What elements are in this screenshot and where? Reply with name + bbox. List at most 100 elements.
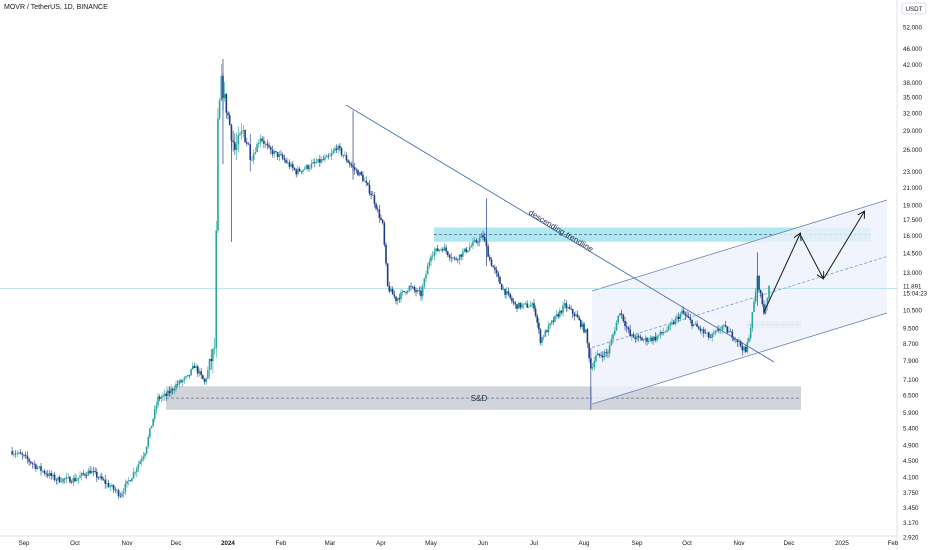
- candle-body: [170, 388, 172, 394]
- candlestick: [251, 156, 253, 162]
- candle-body: [114, 489, 117, 491]
- candle-body: [213, 348, 216, 350]
- candlestick: [562, 301, 564, 317]
- candle-body: [529, 305, 532, 308]
- candlestick: [542, 334, 545, 341]
- price-tick-label: 35.000: [903, 94, 922, 101]
- candlestick: [96, 468, 98, 483]
- candle-body: [593, 361, 596, 368]
- candle-body: [320, 159, 323, 163]
- candlestick: [428, 257, 431, 269]
- price-tick-label: 32.000: [903, 110, 922, 117]
- candle-body: [388, 286, 391, 292]
- candlestick: [197, 364, 199, 378]
- candlestick: [694, 321, 697, 325]
- candlestick: [754, 287, 757, 304]
- candle-body: [261, 138, 263, 141]
- price-tick-label: 19.000: [903, 203, 922, 210]
- price-tick-label: 4.500: [903, 458, 919, 465]
- candlestick: [217, 107, 219, 234]
- candlestick: [58, 475, 61, 483]
- candle-body: [475, 240, 478, 243]
- candle-body: [234, 142, 236, 150]
- candlestick: [487, 243, 489, 257]
- candlestick: [160, 394, 163, 403]
- candle-body: [132, 472, 135, 479]
- candle-body: [101, 476, 103, 480]
- candlestick: [416, 288, 419, 294]
- candle-body: [709, 337, 712, 338]
- candle-body: [659, 331, 662, 336]
- candlestick: [529, 300, 532, 308]
- candle-body: [144, 453, 146, 457]
- candle-body: [632, 334, 635, 338]
- candle-body: [72, 477, 75, 483]
- candle-body: [298, 168, 301, 172]
- candle-body: [79, 475, 81, 478]
- current-price-tag: 11.891 15:04:23: [898, 282, 930, 298]
- price-tick-label: 2.920: [903, 534, 919, 541]
- candlestick: [536, 313, 539, 328]
- candlestick: [234, 133, 236, 155]
- candlestick: [271, 145, 274, 158]
- candle-body: [340, 148, 343, 155]
- time-tick-label: 2025: [835, 540, 849, 547]
- candlestick: [583, 321, 585, 334]
- candlestick: [642, 338, 645, 343]
- price-tick-label: 10.500: [903, 308, 922, 315]
- candle-body: [119, 496, 122, 497]
- candle-body: [358, 172, 361, 176]
- candle-body: [286, 162, 289, 163]
- candle-body: [699, 328, 702, 331]
- candlestick: [622, 314, 625, 323]
- candle-body: [468, 247, 471, 251]
- candle-body: [31, 463, 34, 464]
- candle-body: [457, 259, 459, 261]
- candlestick: [337, 144, 340, 154]
- time-axis[interactable]: Sep Oct Nov Dec 2024 Feb Mar Apr May Jun Jul Aug Sep…: [18, 540, 898, 547]
- candle-body: [163, 393, 166, 396]
- candle-body: [425, 274, 427, 279]
- zones-layer: [166, 227, 871, 410]
- candlestick: [137, 460, 140, 473]
- candle-body: [122, 491, 125, 494]
- candle-body: [562, 305, 564, 313]
- candle-body: [581, 323, 584, 328]
- candle-body: [666, 330, 668, 332]
- currency-badge[interactable]: [901, 2, 927, 15]
- candle-body: [677, 316, 680, 320]
- candlestick: [132, 467, 135, 480]
- price-axis[interactable]: 52.000 46.000 42.000 38.000 35.000 32.000 29.0…: [903, 24, 922, 541]
- time-tick-label: Oct: [70, 540, 80, 547]
- candlestick: [517, 301, 520, 309]
- candlestick: [288, 159, 291, 170]
- candlestick: [45, 470, 47, 478]
- candlestick: [457, 258, 459, 264]
- candle-body: [400, 292, 402, 300]
- candle-body: [193, 365, 196, 369]
- candle-body: [563, 303, 566, 306]
- candle-body: [605, 351, 608, 353]
- candle-body: [759, 289, 762, 294]
- candlestick: [654, 332, 657, 343]
- time-tick-label: Jun: [478, 540, 489, 547]
- candle-body: [345, 155, 348, 161]
- candle-body: [367, 182, 369, 185]
- time-tick-label: Dec: [170, 540, 181, 547]
- candle-body: [106, 483, 108, 484]
- price-tick-label: 4.100: [903, 474, 919, 481]
- candlestick: [367, 182, 369, 186]
- candle-body: [528, 307, 530, 308]
- price-tick-label: 23.000: [903, 169, 922, 176]
- candlestick: [555, 310, 558, 319]
- candle-body: [560, 310, 563, 313]
- candle-body: [544, 330, 547, 337]
- candle-body: [622, 314, 625, 321]
- candle-body: [376, 208, 379, 210]
- candlestick: [674, 315, 677, 326]
- candlestick: [220, 64, 223, 102]
- candlestick: [636, 333, 638, 342]
- candle-body: [733, 338, 735, 340]
